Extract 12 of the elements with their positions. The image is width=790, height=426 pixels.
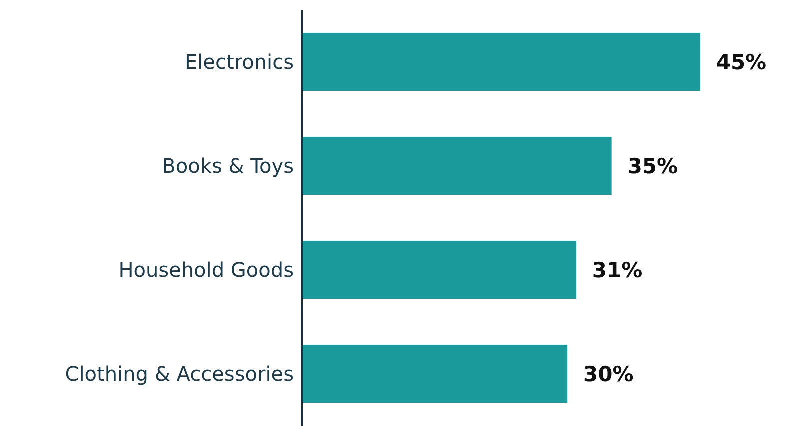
data-label: 31% [592, 258, 643, 282]
y-tick-label: Books & Toys [162, 154, 294, 178]
bar [302, 241, 576, 299]
data-label: 30% [584, 362, 634, 386]
bar [302, 345, 568, 403]
bar [302, 33, 700, 91]
y-tick-label: Clothing & Accessories [65, 362, 294, 386]
bar [302, 137, 612, 195]
y-tick-label: Electronics [184, 50, 294, 74]
data-label: 35% [628, 154, 678, 178]
y-tick-label: Household Goods [118, 258, 294, 282]
data-label: 45% [716, 50, 767, 74]
